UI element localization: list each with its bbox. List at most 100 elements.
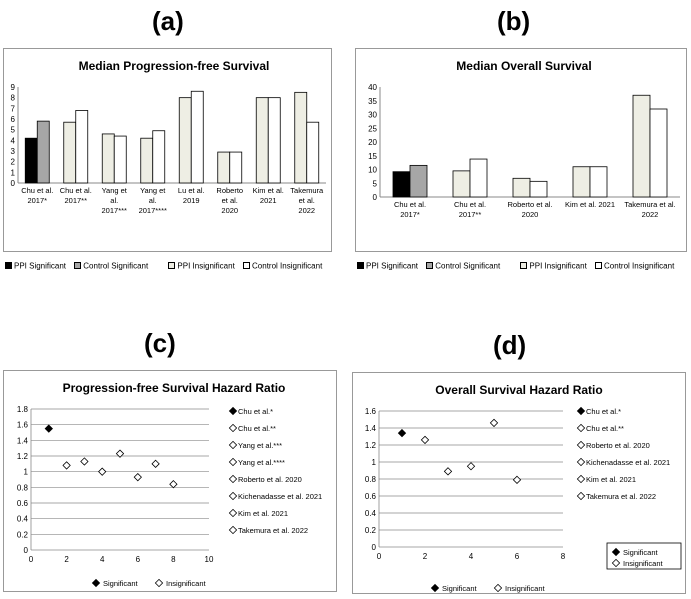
bar-ppi	[392, 171, 411, 198]
x-tick-label: al.	[110, 196, 118, 205]
chart-a-svg: Median Progression-free Survival 0 12 3 45 6 7…	[11, 59, 326, 215]
label-marker	[576, 457, 586, 467]
legend-ppi-insignificant: PPI Insignificant	[168, 261, 235, 271]
point-insignificant	[512, 475, 522, 485]
x-tick-label: Yang et	[140, 186, 166, 195]
x-tick-label: Kim et al. 2021	[565, 200, 615, 209]
point-label: Kim et al. 2021	[238, 509, 288, 518]
panel-letter-c: (c)	[144, 328, 176, 358]
x-tick-label: 2017*	[27, 196, 47, 205]
bar-control	[267, 97, 281, 184]
bar-control	[529, 180, 548, 198]
legend-control-significant: Control Significant	[426, 261, 500, 270]
label-marker	[228, 440, 238, 450]
y-tick-label: 1.2	[17, 452, 29, 461]
y-tick-label: 5	[11, 126, 16, 135]
y-tick-label: 15	[368, 152, 377, 161]
point-insignificant	[466, 462, 476, 471]
legend-swatch	[74, 262, 82, 270]
x-tick-label: 6	[515, 552, 520, 561]
legend-marker-significant	[91, 578, 101, 588]
legend-box-label-significant: Significant	[623, 548, 659, 557]
legend-label: PPI Insignificant	[529, 261, 587, 271]
legend-box-marker-insignificant	[611, 558, 621, 568]
legend-label: Control Insignificant	[252, 261, 323, 271]
y-tick-label: 1.4	[365, 424, 377, 433]
legend-control-significant: Control Significant	[74, 261, 148, 270]
label-marker	[228, 474, 238, 484]
x-tick-label: Roberto	[216, 186, 243, 195]
legend-marker-insignificant	[154, 578, 164, 588]
y-tick-label: 0.4	[17, 515, 29, 524]
y-tick-label: 4	[11, 136, 16, 145]
chart-a-legend: PPI Significant Control Significant PPI …	[5, 261, 328, 270]
x-tick-label: 2022	[642, 210, 659, 219]
legend-swatch	[520, 262, 528, 270]
bar-ppi	[140, 137, 154, 184]
legend-label-insignificant: Insignificant	[166, 579, 207, 588]
bar-ppi	[452, 170, 471, 198]
x-tick-label: Lu et al.	[178, 186, 205, 195]
legend-label: PPI Insignificant	[177, 261, 235, 271]
label-marker	[228, 406, 238, 416]
point-label: Yang et al.****	[238, 458, 285, 467]
bar-ppi	[632, 94, 651, 198]
x-tick-label: 2017**	[64, 196, 87, 205]
point-insignificant	[420, 435, 430, 445]
label-marker	[576, 423, 586, 433]
y-tick-label: 5	[373, 179, 378, 188]
legend-control-insignificant: Control Insignificant	[595, 261, 674, 270]
legend-swatch	[595, 262, 603, 270]
point-label: Roberto et al. 2020	[238, 475, 302, 484]
x-tick-label: et al.	[299, 196, 315, 205]
chart-title: Overall Survival Hazard Ratio	[435, 383, 602, 397]
y-tick-label: 0	[373, 193, 378, 202]
x-tick-label: Takemura	[290, 186, 324, 195]
panel-letter-d: (d)	[493, 330, 527, 360]
x-tick-label: Chu et al.	[454, 200, 486, 209]
panel-letter-a: (a)	[152, 6, 184, 36]
chart-b-frame: Median Overall Survival 0 5 10 15 20 25 30 35 40 C…	[355, 48, 687, 252]
x-tick-label: al.	[149, 196, 157, 205]
bar-control	[306, 121, 320, 184]
label-marker	[228, 457, 238, 467]
bar-ppi	[24, 137, 38, 184]
bar-ppi	[255, 97, 269, 184]
legend-swatch	[5, 262, 12, 270]
legend-label: Control Insignificant	[604, 261, 675, 271]
label-marker	[576, 406, 586, 416]
legend-marker-significant	[430, 583, 440, 593]
x-tick-label: 2019	[183, 196, 200, 205]
x-tick-label: Chu et al.	[60, 186, 92, 195]
y-tick-label: 1.6	[365, 407, 377, 416]
y-tick-label: 1.2	[365, 441, 377, 450]
legend-ppi-significant: PPI Significant	[5, 261, 66, 270]
bar-control	[409, 164, 428, 198]
y-tick-label: 1.8	[17, 405, 29, 414]
label-marker	[576, 491, 586, 501]
bar-ppi	[294, 91, 308, 184]
point-significant	[44, 424, 53, 433]
point-insignificant	[98, 467, 107, 476]
chart-c-svg: Progression-free Survival Hazard Ratio00…	[17, 381, 322, 588]
legend-swatch	[357, 262, 364, 270]
bar-control	[190, 90, 204, 184]
legend-swatch	[168, 262, 176, 270]
chart-title: Progression-free Survival Hazard Ratio	[63, 381, 286, 395]
legend-label-significant: Significant	[442, 584, 478, 593]
chart-title: Median Overall Survival	[456, 59, 591, 73]
x-tick-label: 10	[205, 555, 214, 564]
point-insignificant	[151, 459, 160, 468]
bar-ppi	[101, 133, 115, 184]
point-label: Takemura et al. 2022	[586, 492, 656, 501]
x-tick-label: 4	[469, 552, 474, 561]
y-tick-label: 25	[368, 124, 377, 133]
y-tick-label: 0.2	[17, 530, 29, 539]
label-marker	[228, 525, 238, 535]
chart-c-frame: Progression-free Survival Hazard Ratio 0 0…	[3, 370, 337, 592]
legend-ppi-significant: PPI Significant	[357, 261, 418, 270]
point-label: Kim et al. 2021	[586, 475, 636, 484]
x-tick-label: Roberto et al.	[507, 200, 552, 209]
x-tick-label: 2022	[298, 206, 315, 215]
y-tick-label: 0	[11, 179, 16, 188]
